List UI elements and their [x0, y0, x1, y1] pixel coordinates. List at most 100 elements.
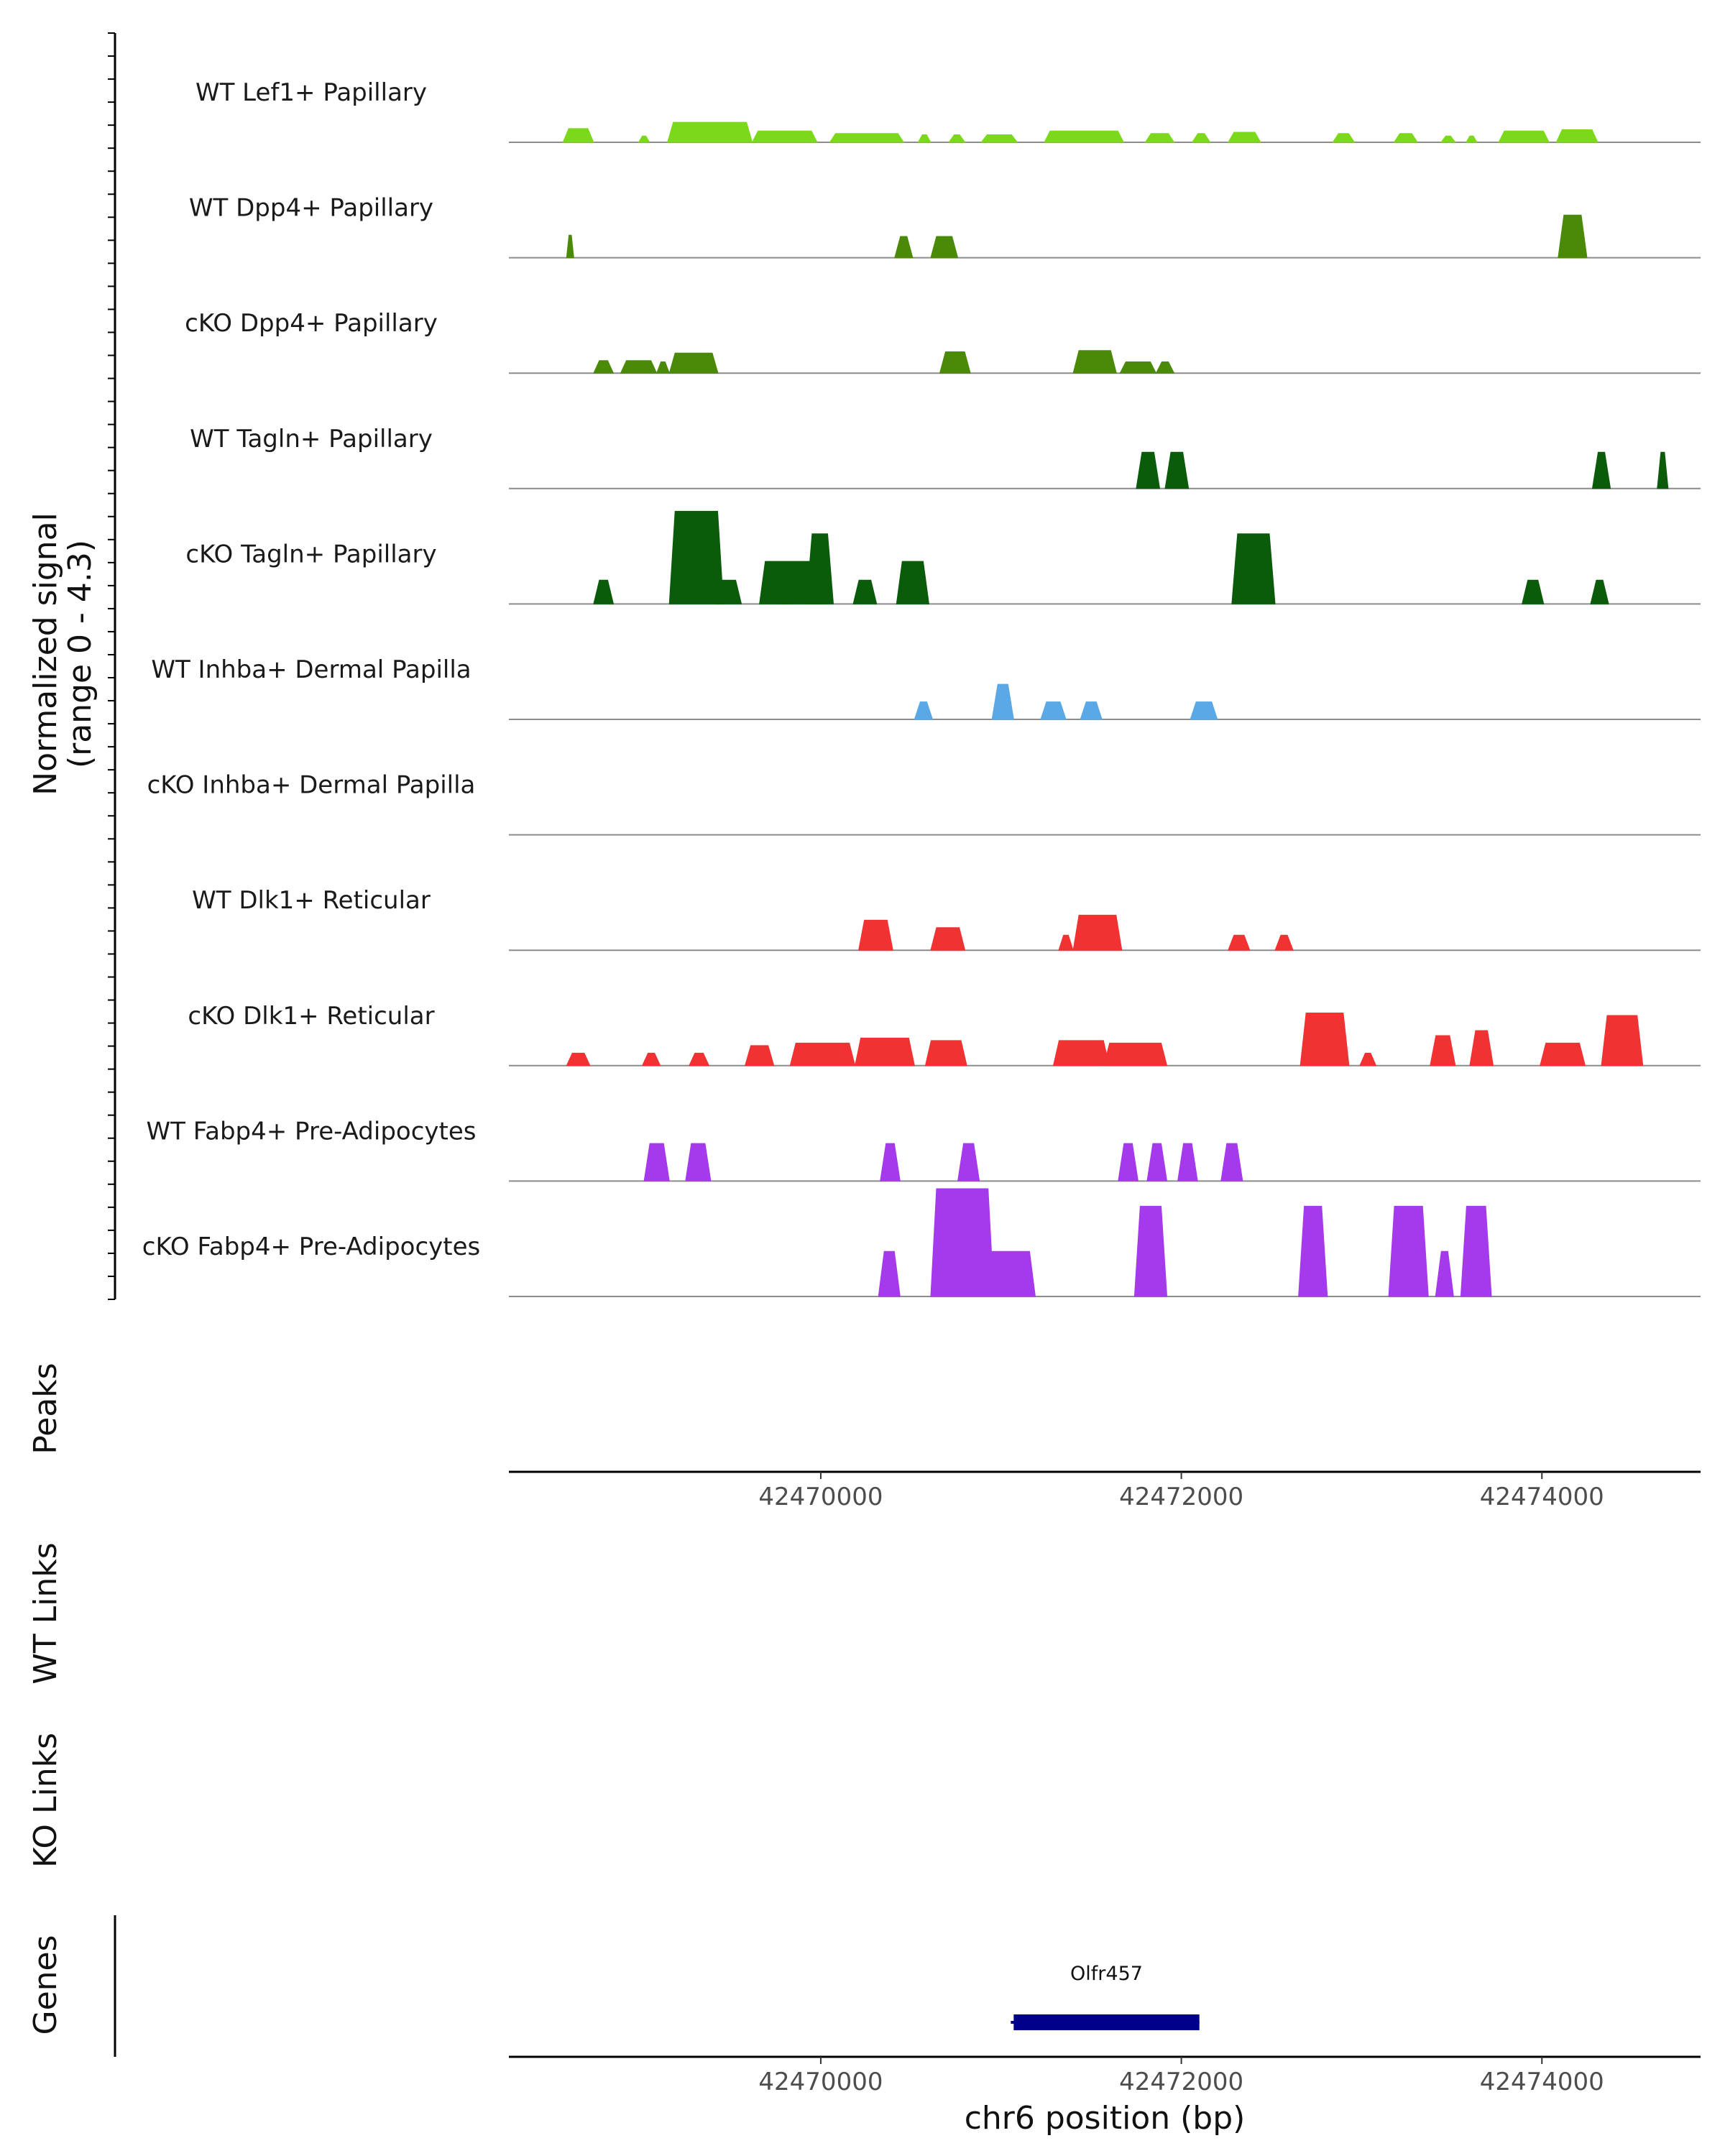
track-label: WT Fabp4+ Pre-Adipocytes — [147, 1117, 477, 1146]
signal-peak — [1298, 1205, 1328, 1297]
track-7: cKO Inhba+ Dermal Papilla — [147, 771, 1701, 836]
signal-peak — [852, 579, 878, 604]
signal-peak — [1136, 451, 1161, 489]
signal-peak — [1103, 1042, 1168, 1067]
x-tick-label: 42472000 — [1119, 1483, 1243, 1511]
genes-panel-label: Genes — [27, 1935, 64, 2035]
gene-track: Olfr457 — [1011, 1963, 1200, 2030]
signal-peak — [668, 352, 719, 374]
signal-peak — [1469, 1030, 1494, 1067]
track-label: cKO Fabp4+ Pre-Adipocytes — [142, 1233, 481, 1261]
signal-peak — [930, 236, 959, 259]
wt-links-panel-label: WT Links — [27, 1542, 64, 1684]
signal-peak — [1540, 1042, 1586, 1067]
signal-peak — [1388, 1205, 1429, 1297]
track-11: cKO Fabp4+ Pre-Adipocytes — [142, 1188, 1701, 1297]
signal-peak — [1601, 1015, 1644, 1067]
signal-peak — [917, 134, 932, 143]
signal-peak — [1466, 135, 1478, 143]
signal-peak — [1590, 579, 1609, 604]
signal-peak — [1080, 701, 1103, 720]
signal-peak — [668, 510, 724, 604]
signal-peak — [1227, 132, 1261, 143]
signal-peak — [566, 234, 574, 259]
track-label: WT Dpp4+ Papillary — [189, 194, 433, 223]
signal-peak — [1040, 701, 1067, 720]
signal-peak — [689, 1052, 710, 1067]
signal-peak — [948, 134, 966, 143]
track-6: WT Inhba+ Dermal Papilla — [151, 655, 1701, 720]
signal-peak — [939, 351, 971, 374]
track-3: cKO Dpp4+ Papillary — [185, 309, 1701, 374]
signal-peak — [1393, 133, 1419, 143]
track-label: cKO Tagln+ Papillary — [185, 540, 436, 568]
signal-peak — [878, 1250, 901, 1297]
track-label: cKO Inhba+ Dermal Papilla — [147, 771, 476, 800]
signal-peak — [1044, 130, 1125, 143]
signal-peak — [1498, 130, 1550, 143]
track-label: WT Dlk1+ Reticular — [192, 886, 431, 915]
signal-peak — [593, 360, 615, 374]
signal-peak — [806, 533, 834, 604]
x-tick-label: 42470000 — [758, 1483, 883, 1511]
signal-peak — [1052, 1040, 1110, 1067]
signal-peak — [930, 1188, 995, 1297]
signal-peak — [1191, 133, 1211, 143]
signal-peak — [991, 683, 1014, 720]
signal-peak — [643, 1143, 670, 1181]
signal-peak — [1220, 1143, 1243, 1181]
signal-y-axis — [108, 32, 116, 1300]
track-label: cKO Dpp4+ Papillary — [185, 309, 438, 338]
signal-peak — [744, 1045, 775, 1067]
signal-peak — [1118, 1143, 1138, 1181]
signal-peak — [914, 701, 934, 720]
signal-peak — [1274, 934, 1294, 951]
peaks-panel-label: Peaks — [27, 1363, 64, 1454]
track-1: WT Lef1+ Papillary — [196, 78, 1701, 143]
x-axis-title: chr6 position (bp) — [965, 2100, 1246, 2137]
signal-peak — [957, 1143, 980, 1181]
signal-peak — [1359, 1052, 1377, 1067]
signal-peak — [1058, 934, 1074, 951]
signal-peak — [1522, 579, 1545, 604]
x-tick-label: 42474000 — [1480, 1483, 1604, 1511]
signal-peak — [562, 128, 594, 143]
signal-peak — [593, 579, 615, 604]
signal-peak — [1146, 1143, 1168, 1181]
signal-peak — [930, 927, 966, 951]
signal-peak — [1133, 1205, 1168, 1297]
signal-peak — [667, 121, 753, 143]
signal-peak — [1228, 934, 1251, 951]
x-tick-label: 42470000 — [758, 2068, 883, 2096]
y-axis-title: Normalized signal — [27, 512, 64, 796]
gene-label: Olfr457 — [1070, 1963, 1143, 1985]
signal-peak — [880, 1143, 901, 1181]
track-label: WT Lef1+ Papillary — [196, 78, 427, 107]
x-tick-label: 42474000 — [1480, 2068, 1604, 2096]
signal-peak — [1440, 135, 1456, 143]
x-tick-label: 42472000 — [1119, 2068, 1243, 2096]
signal-peak — [854, 1037, 915, 1067]
signal-peak — [979, 1250, 1036, 1297]
signal-peak — [1072, 914, 1123, 951]
signal-peak — [620, 360, 658, 374]
signal-peak — [1558, 214, 1588, 259]
signal-peak — [1591, 451, 1611, 489]
signal-peak — [751, 130, 818, 143]
genes-x-axis: 42470000 42472000 42474000 — [509, 2055, 1701, 2096]
signal-peak — [789, 1042, 856, 1067]
peaks-x-axis: 42470000 42472000 42474000 — [509, 1470, 1701, 1511]
signal-peak — [896, 561, 930, 604]
signal-peak — [656, 361, 670, 374]
track-4: WT Tagln+ Papillary — [190, 425, 1701, 489]
signal-peak — [924, 1040, 967, 1067]
signal-peak — [1190, 701, 1218, 720]
signal-peak — [1657, 451, 1669, 489]
signal-peak — [1555, 129, 1598, 143]
signal-peak — [1300, 1013, 1350, 1067]
signal-peak — [1435, 1250, 1454, 1297]
signal-peak — [1155, 361, 1175, 374]
signal-peak — [1119, 361, 1157, 374]
signal-peak — [1430, 1035, 1456, 1067]
y-axis-subtitle: (range 0 - 4.3) — [62, 540, 98, 768]
